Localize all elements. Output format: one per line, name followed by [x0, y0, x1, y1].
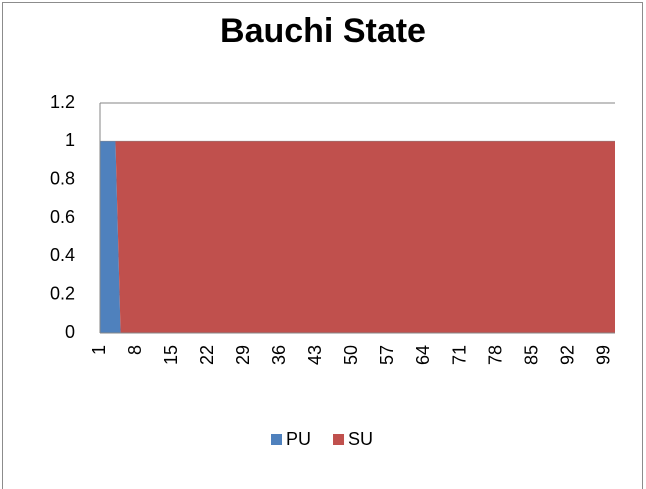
area — [100, 141, 615, 333]
x-tick-label: 57 — [377, 345, 397, 365]
y-tick-label: 0.8 — [50, 168, 75, 188]
legend-label: SU — [348, 429, 373, 449]
x-tick-label: 29 — [233, 345, 253, 365]
legend-swatch — [333, 434, 345, 445]
y-tick-label: 0.4 — [50, 245, 75, 265]
chart-title: Bauchi State — [220, 12, 426, 50]
x-tick-label: 64 — [413, 345, 433, 365]
x-tick-label: 92 — [557, 345, 577, 365]
x-tick-label: 1 — [89, 345, 109, 355]
y-tick-label: 1.2 — [50, 92, 75, 112]
y-tick-label: 1 — [65, 130, 75, 150]
x-tick-label: 99 — [593, 345, 613, 365]
legend-swatch — [271, 434, 282, 445]
y-tick-label: 0 — [65, 322, 75, 342]
y-tick-label: 0.6 — [50, 207, 75, 227]
y-tick-label: 0.2 — [50, 283, 75, 303]
x-tick-label: 15 — [161, 345, 181, 365]
x-tick-label: 85 — [521, 345, 541, 365]
legend-label: PU — [286, 429, 311, 449]
x-tick-label: 8 — [125, 345, 145, 355]
x-tick-label: 36 — [269, 345, 289, 365]
x-tick-label: 71 — [449, 345, 469, 365]
x-tick-label: 22 — [197, 345, 217, 365]
x-tick-label: 50 — [341, 345, 361, 365]
x-tick-label: 43 — [305, 345, 325, 365]
x-tick-label: 78 — [485, 345, 505, 365]
